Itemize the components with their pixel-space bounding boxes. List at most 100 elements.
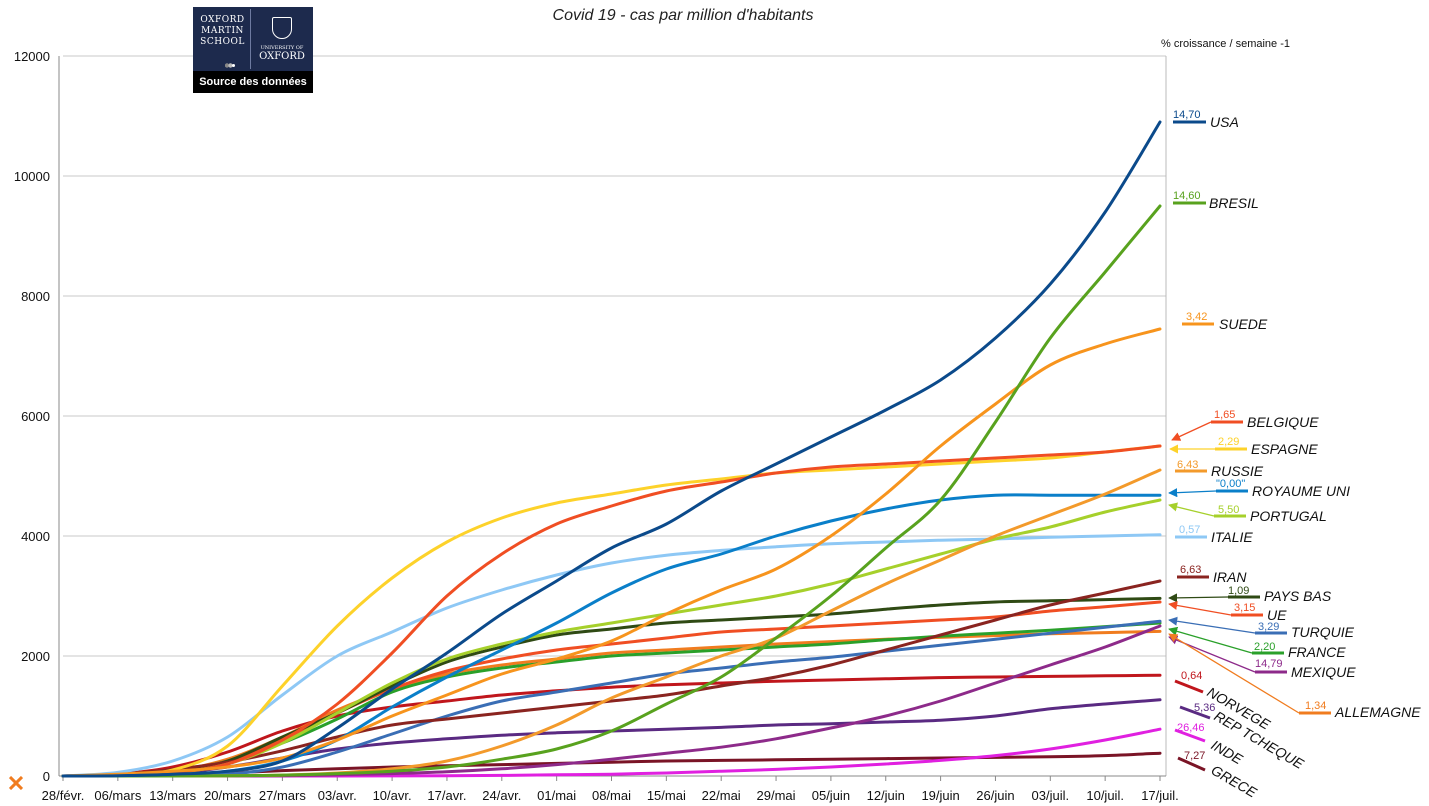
legend-label-belgique: BELGIQUE	[1247, 414, 1319, 430]
legend-label-bresil: BRESIL	[1209, 195, 1259, 211]
legend-line-norvege	[1174, 679, 1204, 694]
growth-label-portugal: 5,50	[1218, 504, 1239, 516]
chart-title: Covid 19 - cas par million d'habitants	[553, 7, 814, 24]
y-tick-label: 2000	[21, 649, 50, 664]
x-tick-label: 10/avr.	[373, 788, 412, 803]
legend-arrow-pays-bas	[1168, 593, 1229, 603]
logo-line-3: SCHOOL	[200, 37, 245, 47]
series-line-pays-bas	[61, 596, 1162, 778]
y-tick-label: 4000	[21, 529, 50, 544]
growth-label-ue: 3,15	[1234, 602, 1255, 614]
legend-label-usa: USA	[1210, 114, 1239, 130]
y-tick-label: 10000	[14, 169, 50, 184]
legend-label-iran: IRAN	[1213, 569, 1247, 585]
x-tick-label: 28/févr.	[42, 788, 85, 803]
logo-line-2: MARTIN	[201, 26, 244, 36]
growth-label-inde: 26,46	[1177, 722, 1205, 734]
x-tick-label: 17/juil.	[1141, 788, 1179, 803]
x-tick-label: 12/juin	[867, 788, 905, 803]
legend-label-inde: INDE	[1209, 737, 1247, 768]
x-tick-label: 19/juin	[921, 788, 959, 803]
growth-label-usa: 14,70	[1173, 109, 1201, 121]
series-line-norvege	[61, 673, 1162, 778]
series-line-belgique	[61, 444, 1162, 778]
y-tick-label: 0	[43, 769, 50, 784]
y-tick-label: 8000	[21, 289, 50, 304]
x-tick-label: 17/avr.	[427, 788, 466, 803]
growth-label-norvege: 0,64	[1181, 670, 1202, 682]
legend-arrow-turquie	[1168, 616, 1256, 634]
oxford-logo[interactable]: OXFORD MARTIN SCHOOL UNIVERSITY OF OXFOR…	[193, 7, 313, 93]
legend-line-rep-tcheque	[1179, 705, 1211, 720]
series-line-bresil	[61, 204, 1162, 778]
growth-label-suede: 3,42	[1186, 311, 1207, 323]
legend-label-espagne: ESPAGNE	[1251, 441, 1318, 457]
growth-label-mexique: 14,79	[1255, 658, 1283, 670]
series-line-suede	[61, 327, 1162, 778]
growth-label-rep-tcheque: 5,36	[1194, 702, 1215, 714]
x-tick-label: 01/mai	[537, 788, 576, 803]
growth-label-turquie: 3,29	[1258, 621, 1279, 633]
dots-icon	[225, 63, 235, 68]
legend-arrow-belgique	[1171, 421, 1212, 441]
growth-label-grece: 7,27	[1184, 750, 1205, 762]
y-tick-label: 12000	[14, 49, 50, 64]
x-tick-label: 08/mai	[592, 788, 631, 803]
data-source-link[interactable]: Source des données	[193, 71, 313, 93]
university-of-oxford-logo: UNIVERSITY OF OXFORD	[253, 9, 311, 69]
x-tick-label: 24/avr.	[482, 788, 521, 803]
x-tick-label: 06/mars	[94, 788, 141, 803]
logo-line-1: OXFORD	[200, 15, 245, 25]
growth-label-allemagne: 1,34	[1305, 700, 1326, 712]
legend-label-allemagne: ALLEMAGNE	[1334, 704, 1421, 720]
x-tick-label: 27/mars	[259, 788, 306, 803]
x-tick-label: 29/mai	[757, 788, 796, 803]
x-tick-label: 05/juin	[812, 788, 850, 803]
series-line-usa	[61, 120, 1162, 778]
series-line-turquie	[61, 619, 1162, 778]
legend-line-inde	[1174, 728, 1206, 743]
x-tick-label: 13/mars	[149, 788, 196, 803]
logo-oxford-line: OXFORD	[259, 51, 305, 62]
anchor-icon	[9, 776, 23, 790]
legend-arrow-ue	[1168, 600, 1232, 616]
x-tick-label: 26/juin	[976, 788, 1014, 803]
oxford-martin-school-logo: OXFORD MARTIN SCHOOL	[195, 9, 251, 69]
growth-label-espagne: 2,29	[1218, 436, 1239, 448]
x-tick-label: 03/juil.	[1032, 788, 1070, 803]
x-tick-label: 15/mai	[647, 788, 686, 803]
legend-label-ue: UE	[1267, 607, 1287, 623]
legend-arrow-portugal	[1168, 502, 1215, 517]
legend-label-mexique: MEXIQUE	[1291, 664, 1356, 680]
series-line-italie	[61, 533, 1162, 778]
growth-label-bresil: 14,60	[1173, 190, 1201, 202]
legend-label-turquie: TURQUIE	[1291, 624, 1355, 640]
y-tick-label: 6000	[21, 409, 50, 424]
x-tick-label: 20/mars	[204, 788, 251, 803]
legend-label-royaume-uni: ROYAUME UNI	[1252, 483, 1350, 499]
growth-label-royaume-uni: "0,00"	[1216, 478, 1245, 490]
legend-label-france: FRANCE	[1288, 644, 1346, 660]
growth-label-russie: 6,43	[1177, 459, 1198, 471]
legend-label-portugal: PORTUGAL	[1250, 508, 1327, 524]
x-tick-label: 03/avr.	[318, 788, 357, 803]
series-line-espagne	[61, 444, 1162, 778]
growth-header: % croissance / semaine -1	[1161, 38, 1290, 50]
growth-label-france: 2,20	[1254, 641, 1275, 653]
growth-label-iran: 6,63	[1180, 564, 1201, 576]
legend-label-russie: RUSSIE	[1211, 463, 1264, 479]
legend-arrow-royaume-uni	[1168, 488, 1217, 498]
legend-arrow-allemagne	[1168, 633, 1300, 714]
legend-label-suede: SUEDE	[1219, 316, 1268, 332]
legend-line-grece	[1177, 756, 1206, 772]
legend-label-grece: GRECE	[1209, 762, 1261, 801]
x-tick-label: 10/juil.	[1086, 788, 1124, 803]
crest-icon	[272, 17, 292, 39]
growth-label-italie: 0,57	[1179, 524, 1200, 536]
legend-label-italie: ITALIE	[1211, 529, 1253, 545]
growth-label-pays-bas: 1,09	[1228, 585, 1249, 597]
x-tick-label: 22/mai	[702, 788, 741, 803]
legend-label-pays-bas: PAYS BAS	[1264, 588, 1332, 604]
